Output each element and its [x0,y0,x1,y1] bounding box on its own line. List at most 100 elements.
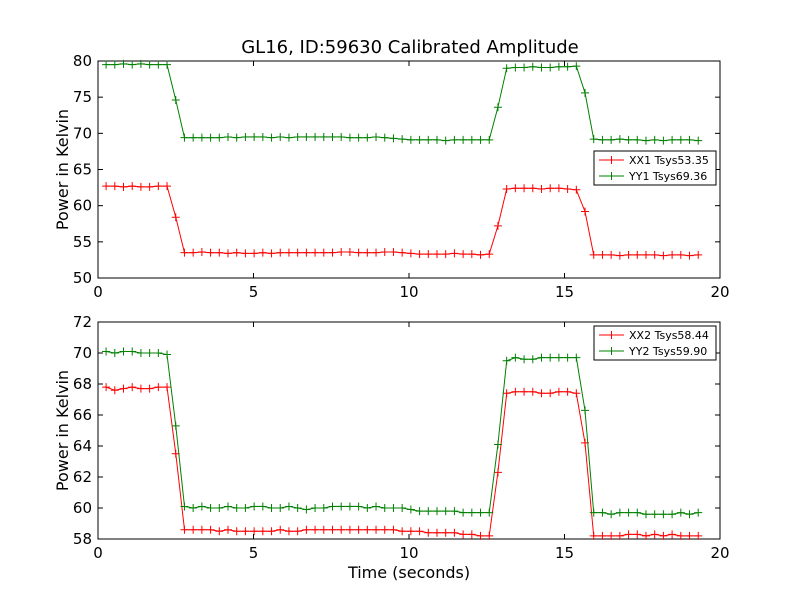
panel2-series-1-point [511,387,520,396]
panel2-series-2-point [302,505,311,514]
panel2-series-1-point [311,525,320,534]
panel2-legend-box [593,325,717,361]
panel2-series-1-point [145,384,154,393]
panel2-series-1-point [467,530,476,539]
panel2-series-1-point [607,531,616,540]
panel2-series-1-point [136,384,145,393]
panel2-y-tick-label: 68 [73,375,92,393]
panel2-series-1-point [641,531,650,540]
panel2-series-1-point [406,527,415,536]
panel1-series-1-point [319,248,328,257]
panel2-series-2-point [337,502,346,511]
panel2-series-1-point [102,383,111,392]
panel2-series-1-point [154,383,163,392]
panel2-series-1-point [119,384,128,393]
panel1-series-1-point [502,185,511,194]
panel1-series-2-point [354,133,363,142]
panel2-series-2-point [624,508,633,517]
panel2-series-1-point [572,389,581,398]
panel2-series-1-point [389,525,398,534]
panel2-series-1-point [363,525,372,534]
panel2-series-2-point [406,505,415,514]
panel1-series-1-point [250,249,259,258]
panel1-series-2-point [223,132,232,141]
panel2-series-1-point [502,389,511,398]
panel1-series-2-point [563,62,572,71]
panel2-series-1-point [528,387,537,396]
panel2-y-tick-label: 58 [73,530,92,548]
panel1-series-2-point [406,135,415,144]
panel1-series-2-point [459,135,468,144]
panel1-series-1-point [589,250,598,259]
panel1-series-1-point [328,248,337,257]
panel2-series-1-point [319,525,328,534]
panel1-series-1-point [180,248,189,257]
panel2-series-2-point [598,508,607,517]
panel1-series-1-point [302,248,311,257]
panel1-series-2-point [659,136,668,145]
panel1-series-2-point [119,59,128,68]
panel1-series-2-point [163,60,172,69]
panel1-series-1-point [459,250,468,259]
panel1-series-2-point [102,60,111,69]
panel2-series-2-point [432,507,441,516]
panel1-x-tick-label: 10 [399,283,418,301]
panel2-series-1-point [337,525,346,534]
panel2-series-2-point [171,421,180,430]
panel1-series-2-point [171,96,180,105]
panel2-series-2-point [136,349,145,357]
panel1-series-1-point [694,250,703,259]
panel1-series-1-point [337,247,346,256]
panel1-series-1-point [215,248,224,257]
panel2-series-1-point [189,525,198,534]
panel1-series-1-point [163,182,172,191]
panel1-series-1-point [668,250,677,259]
panel1-series-2-point [363,133,372,142]
panel2-series-1-point [493,468,502,477]
panel1-series-2-point [180,133,189,142]
panel1-series-2-point [685,135,694,144]
panel2-y-tick-label: 60 [73,499,92,517]
panel1-series-2-point [380,133,389,142]
panel2-series-2-point [459,508,468,517]
panel1-series-1-point [284,248,293,257]
panel2-series-2-point [276,504,285,512]
panel2-series-1-point [668,530,677,539]
panel2-series-1-point [563,387,572,396]
panel1-series-1-point [223,249,232,258]
panel2-series-1-point [676,531,685,540]
panel1-series-2-point [206,133,215,142]
panel1-series-2-point [302,132,311,141]
panel2-legend: XX2 Tsys58.44 YY2 Tsys59.90 [593,325,717,361]
panel1-series-1-point [633,250,642,259]
panel1-series-2-point [485,135,494,144]
panel1-series-2-point [389,134,398,143]
panel1-series-2-point [293,132,302,141]
panel2-series-2-point [537,353,546,362]
panel2-series-1-point [250,527,259,536]
panel1-series-1-point [563,185,572,194]
panel2-series-2-point [241,504,250,512]
panel2-y-tick-label: 66 [73,406,92,424]
panel2-series-2-point [450,507,459,516]
panel2-y-tick-label: 62 [73,468,92,486]
panel2-series-1-point [459,530,468,539]
panel2-series-2-point [389,504,398,512]
panel1-series-2-point [432,135,441,144]
panel2-series-1-point [633,530,642,539]
panel2-series-2-point [293,504,302,512]
panel1-series-1-point [145,182,154,191]
panel1-series-1-point [467,250,476,259]
panel2-series-1-point [598,531,607,540]
panel2-series-2-point [615,508,624,517]
panel1-legend-label-2: YY1 Tsys69.36 [628,170,707,183]
panel1-series-1-point [102,182,111,191]
panel2-series-2-point [641,510,650,519]
panel1-series-1-point [641,250,650,259]
panel1-series-2-point [398,135,407,144]
panel1-series-1-point [311,248,320,257]
panel1-series-1-point [389,247,398,256]
panel2-series-1-point [554,387,563,396]
panel2-group: 0 5 10 15 20 58 60 62 64 66 68 70 72 Power in Kelvin T… [53,313,730,582]
panel1-series-1-point [293,248,302,257]
